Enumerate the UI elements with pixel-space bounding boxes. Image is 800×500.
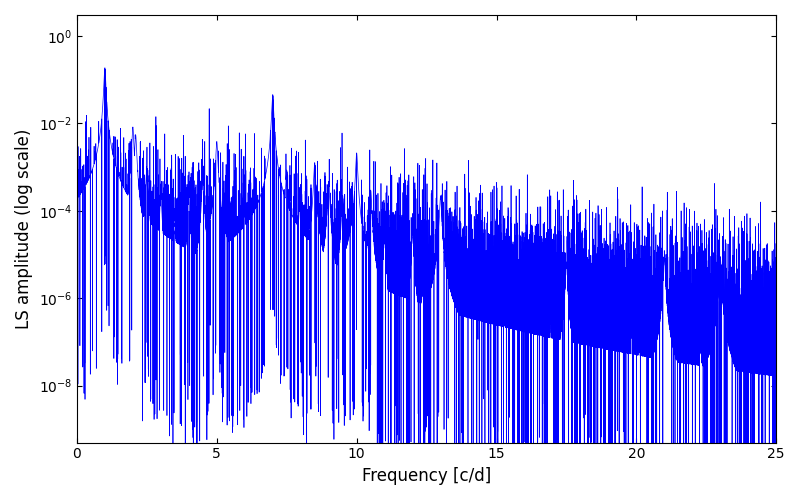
Y-axis label: LS amplitude (log scale): LS amplitude (log scale)	[15, 128, 33, 329]
X-axis label: Frequency [c/d]: Frequency [c/d]	[362, 467, 491, 485]
